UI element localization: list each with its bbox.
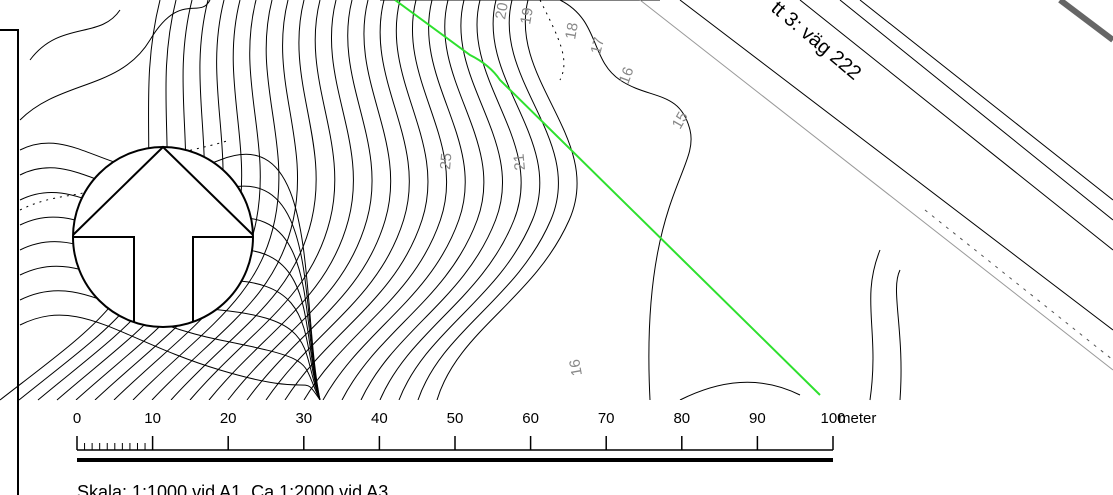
contour [19, 314, 321, 401]
scale-label: 60 [522, 410, 539, 427]
scale-bar [76, 436, 834, 462]
contour [189, 0, 336, 401]
road [639, 0, 1113, 371]
contour-label: 21 [511, 153, 529, 171]
contour [265, 0, 410, 401]
contour [19, 265, 321, 401]
contour-label: 16 [566, 358, 586, 377]
contour [284, 0, 429, 401]
scale-label: 20 [220, 410, 237, 427]
contour [132, 0, 280, 401]
contour [417, 0, 559, 401]
contour-label: 15 [669, 109, 692, 132]
scale-label: 10 [144, 410, 161, 427]
scale-label: 90 [749, 410, 766, 427]
contour [227, 0, 373, 401]
contour [869, 249, 902, 401]
contour [303, 0, 448, 401]
contour-label: 25 [437, 152, 455, 170]
scale-label: 100 [820, 410, 845, 427]
contour [29, 9, 121, 61]
scale-unit: meter [838, 410, 876, 427]
house-symbol [72, 145, 254, 328]
contour-label: 17 [587, 36, 608, 57]
contour [19, 142, 321, 401]
contour [19, 290, 321, 401]
scale-label: 50 [447, 410, 464, 427]
scale-label: 40 [371, 410, 388, 427]
contour [360, 0, 504, 401]
contour [341, 0, 485, 401]
contour [246, 0, 392, 401]
contour [170, 0, 317, 401]
contour-lines [0, 0, 902, 401]
contour [679, 381, 801, 401]
contour [19, 0, 565, 211]
contour [151, 0, 299, 401]
contour [398, 0, 541, 401]
boundary-line [394, 0, 821, 396]
scale-label: 30 [295, 410, 312, 427]
scale-label: 70 [598, 410, 615, 427]
contour-label: 18 [562, 21, 582, 40]
contour [436, 0, 578, 401]
scale-bg [60, 400, 860, 495]
contour [19, 0, 211, 121]
contour [379, 0, 522, 401]
contour [322, 0, 466, 401]
contour [559, 0, 692, 401]
scale-label: 80 [673, 410, 690, 427]
contour [208, 0, 354, 401]
contour-label: 19 [517, 6, 537, 25]
contour-label: 16 [616, 65, 638, 86]
contour-label: 20 [492, 1, 512, 20]
frame [0, 29, 19, 495]
scale-text: Skala: 1:1000 vid A1, Ca 1:2000 vid A3 [77, 482, 388, 495]
scale-label: 0 [73, 410, 81, 427]
